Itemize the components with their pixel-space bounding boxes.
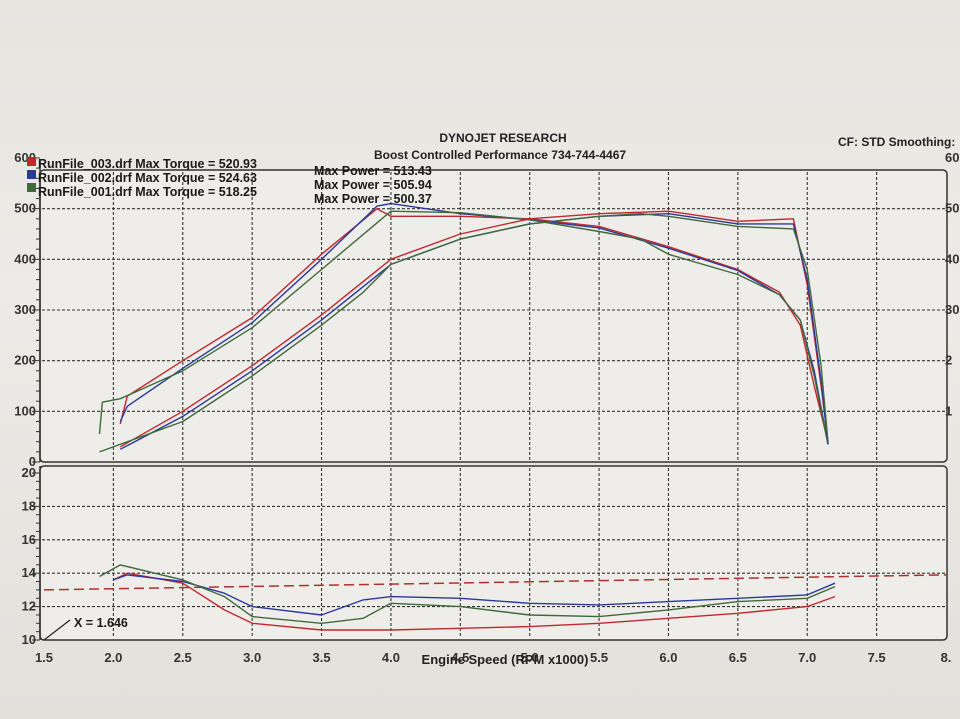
x-tick-label: 3.0 <box>243 650 261 665</box>
legend-run2-torque: RunFile_002.drf Max Torque = 524.63 <box>38 171 257 185</box>
y-tick-label: 400 <box>14 251 36 266</box>
right-y-tick-label: 40 <box>945 251 959 266</box>
correction-info: CF: STD Smoothing: <box>838 135 955 149</box>
right-y-tick-label: 50 <box>945 201 959 216</box>
shop-title: Boost Controlled Performance 734-744-446… <box>374 148 626 162</box>
y-tick-label: 200 <box>14 353 36 368</box>
cursor-pointer-line <box>43 619 71 641</box>
afr-series-2 <box>99 564 836 624</box>
right-y-tick-label: 60 <box>945 150 959 165</box>
x-tick-label: 6.0 <box>659 650 677 665</box>
x-axis-label: Engine Speed (RPM x1000) <box>422 652 589 667</box>
right-y-tick-label: 2 <box>945 353 952 368</box>
x-tick-label: 7.5 <box>868 650 886 665</box>
x-tick-label: 4.5 <box>451 650 469 665</box>
top-gridlines <box>42 172 945 460</box>
afr-y-tick-label: 14 <box>22 565 37 580</box>
legend-swatch-run2 <box>27 170 36 179</box>
company-title: DYNOJET RESEARCH <box>439 131 566 145</box>
afr-y-tick-label: 10 <box>22 632 36 647</box>
y-tick-label: 300 <box>14 302 36 317</box>
x-tick-label: 6.5 <box>729 650 747 665</box>
x-tick-label: 7.0 <box>798 650 816 665</box>
legend-swatch-run1 <box>27 183 36 192</box>
top-series <box>98 202 829 453</box>
right-y-tick-label: 30 <box>945 302 959 317</box>
x-tick-label: 2.0 <box>104 650 122 665</box>
legend: RunFile_003.drf Max Torque = 520.93 RunF… <box>27 157 432 206</box>
right-y-tick-label: 1 <box>945 403 952 418</box>
y-tick-label: 100 <box>14 403 36 418</box>
x-tick-label: 2.5 <box>174 650 192 665</box>
y-tick-label: 500 <box>14 201 36 216</box>
afr-y-tick-label: 12 <box>22 599 36 614</box>
afr-series-0 <box>113 572 836 631</box>
legend-run2-power: Max Power = 505.94 <box>314 178 432 192</box>
bottom-series <box>43 564 947 631</box>
x-tick-label: 5.5 <box>590 650 608 665</box>
legend-run3-power: Max Power = 513.43 <box>314 164 432 178</box>
legend-run1-power: Max Power = 500.37 <box>314 192 432 206</box>
x-tick-label: 4.0 <box>382 650 400 665</box>
legend-swatch-run3 <box>27 157 36 166</box>
x-tick-label: 5.0 <box>521 650 539 665</box>
x-tick-label: 1.5 <box>35 650 53 665</box>
x-tick-label: 3.5 <box>312 650 330 665</box>
afr-y-tick-label: 20 <box>22 465 36 480</box>
cursor-readout: X = 1.646 <box>74 616 128 630</box>
series-power-0 <box>119 210 829 448</box>
series-torque-0 <box>119 208 829 442</box>
afr-panel <box>39 465 948 641</box>
series-torque-2 <box>98 210 829 445</box>
series-power-2 <box>99 213 829 453</box>
legend-run3-torque: RunFile_003.drf Max Torque = 520.93 <box>38 157 257 171</box>
axis-ticks: 1.5 2.0 2.5 3.0 3.5 4.0 4.5 5.0 5.5 6.0 6.5 7.0 7.5 8… <box>14 150 959 665</box>
afr-y-tick-label: 16 <box>22 532 36 547</box>
afr-target-line <box>43 574 947 591</box>
legend-run1-torque: RunFile_001.drf Max Torque = 518.25 <box>38 185 257 199</box>
afr-y-tick-label: 18 <box>22 498 36 513</box>
x-tick-label: 8. <box>941 650 952 665</box>
